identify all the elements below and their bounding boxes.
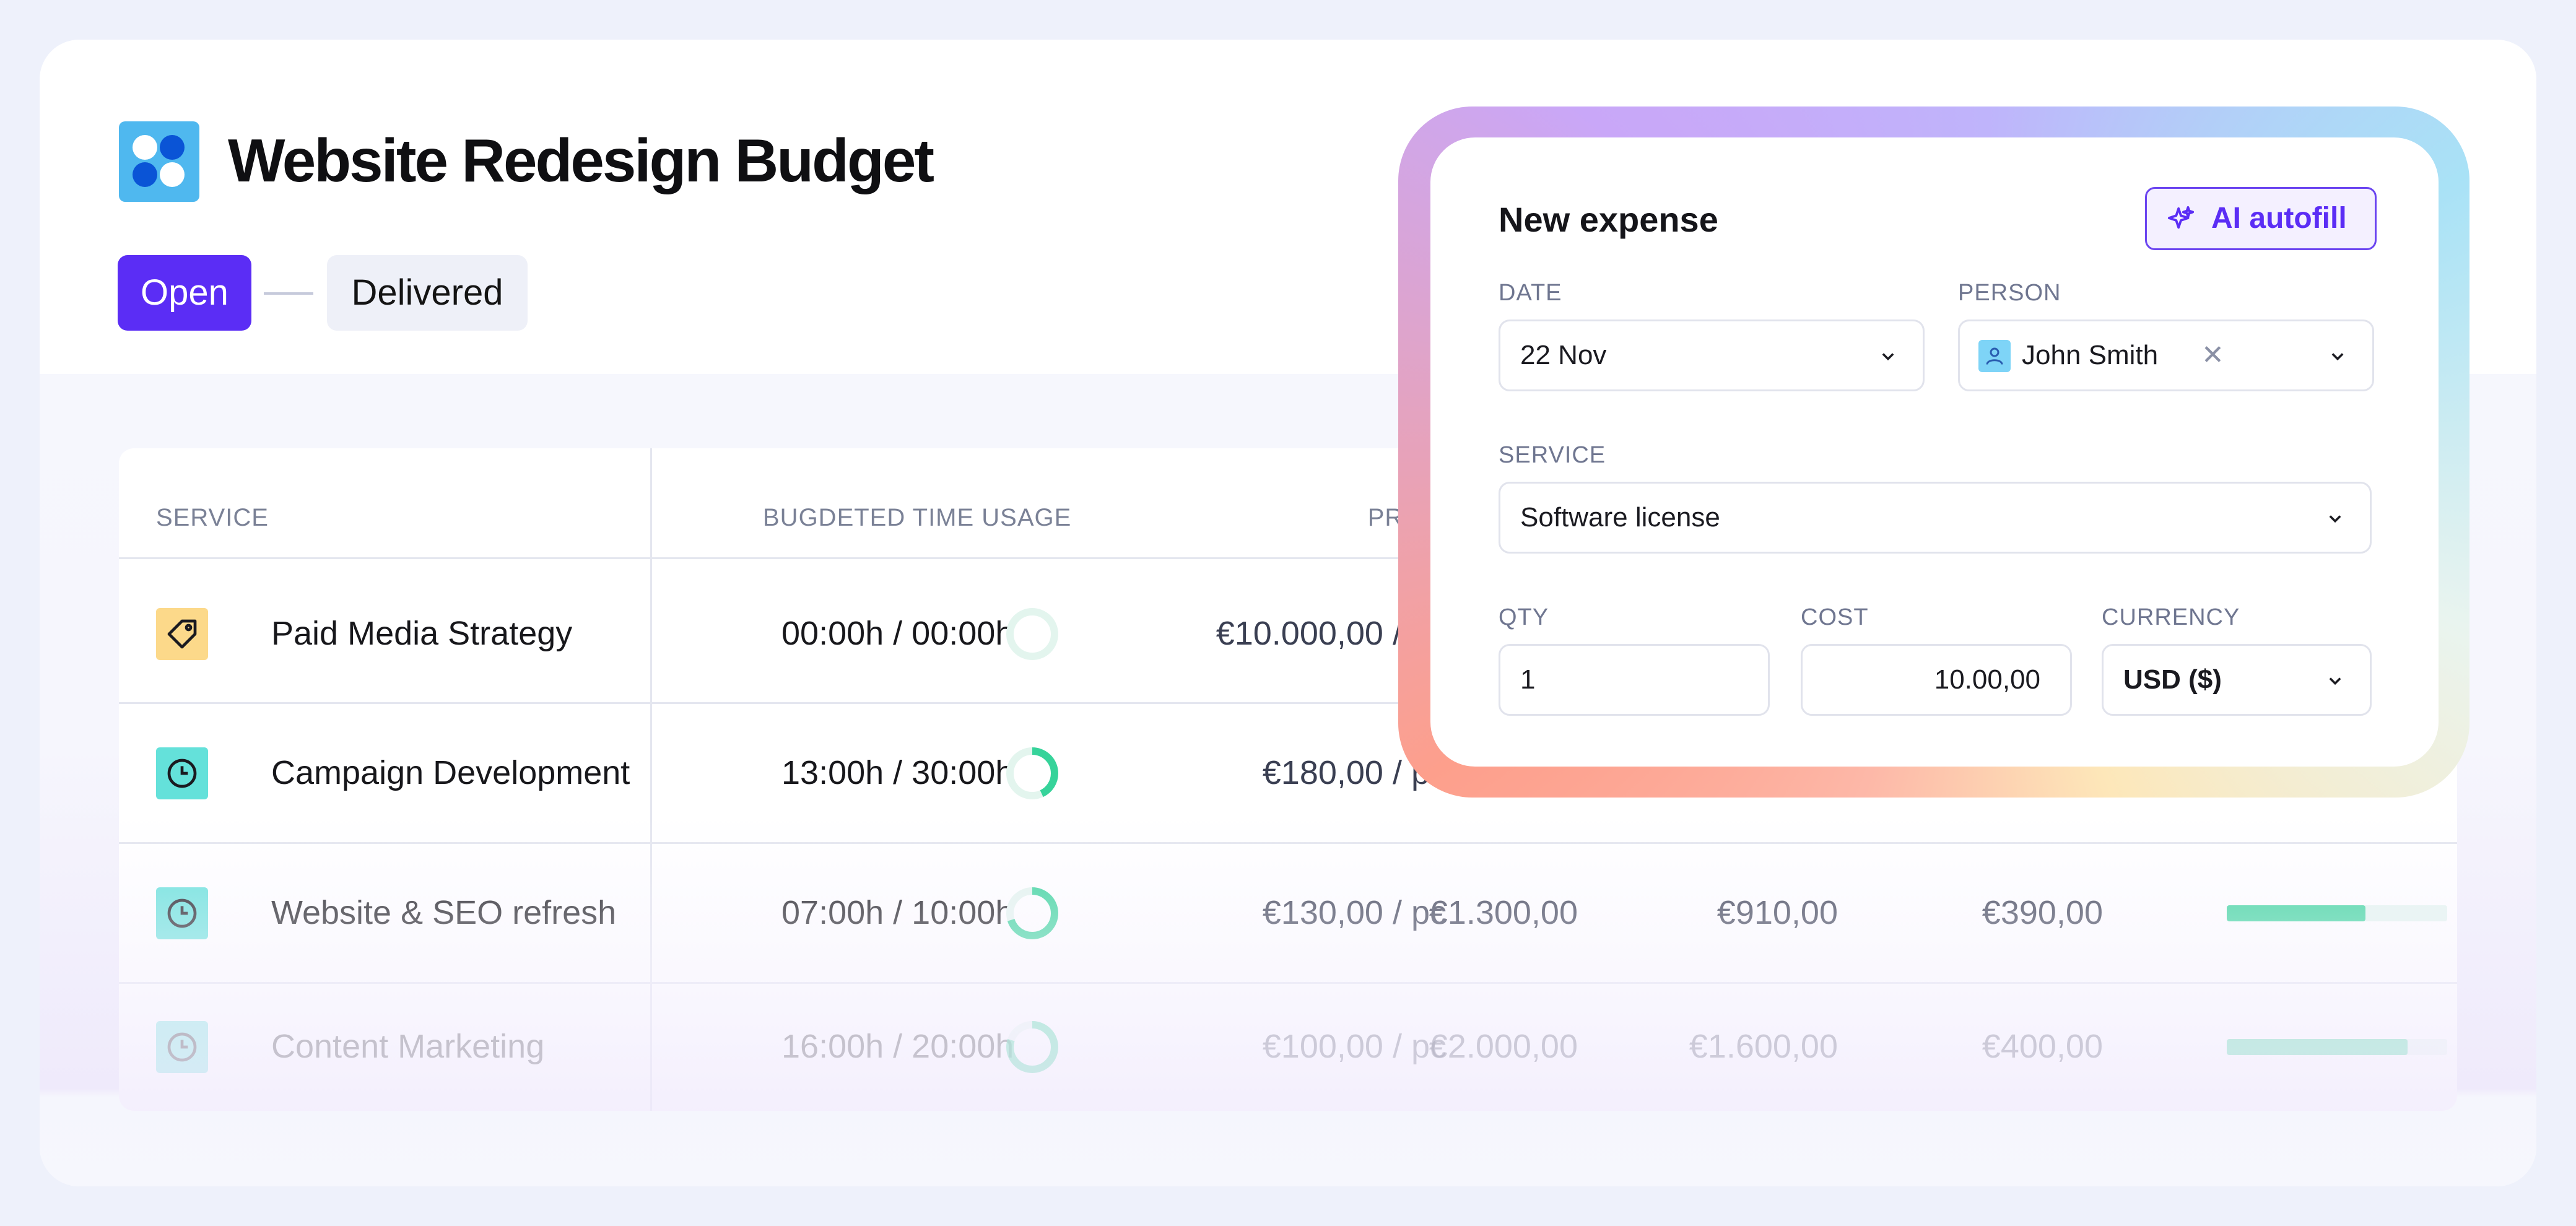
service-label: SERVICE <box>1499 442 1606 468</box>
modal-title: New expense <box>1499 200 1718 239</box>
divider <box>119 842 2457 844</box>
tag-icon <box>156 608 208 660</box>
table-row[interactable]: Website & SEO refresh 07:00h / 10:00h €130… <box>119 845 2457 982</box>
header-service: SERVICE <box>156 504 269 531</box>
date-select[interactable]: 22 Nov <box>1499 320 1925 391</box>
page-title: Website Redesign Budget <box>228 126 934 194</box>
status-connector <box>264 292 313 295</box>
service-name: Campaign Development <box>271 754 630 791</box>
usage-ring <box>1006 608 1058 660</box>
date-label: DATE <box>1499 280 1562 306</box>
spent-value: €1.600,00 <box>1689 1028 1838 1065</box>
remaining-value: €400,00 <box>1982 1028 2103 1065</box>
date-value: 22 Nov <box>1520 340 1607 370</box>
person-select[interactable]: John Smith ✕ <box>1958 320 2374 391</box>
service-name: Paid Media Strategy <box>271 615 573 652</box>
status-delivered-button[interactable]: Delivered <box>327 255 528 331</box>
service-select[interactable]: Software license <box>1499 482 2372 554</box>
remove-person-icon[interactable]: ✕ <box>2201 340 2224 370</box>
person-label: PERSON <box>1958 280 2061 306</box>
new-expense-modal: New expense AI autofill DATE 22 Nov PERS… <box>1430 137 2439 767</box>
total-value: €2.000,00 <box>1429 1028 1578 1065</box>
clock-icon <box>156 1021 208 1073</box>
clock-icon <box>156 747 208 799</box>
ai-autofill-label: AI autofill <box>2211 202 2347 235</box>
budget-progress-bar <box>2227 905 2447 921</box>
service-value: Software license <box>1520 502 1720 533</box>
time-usage: 00:00h / 00:00h <box>781 615 1014 652</box>
service-name: Content Marketing <box>271 1028 545 1065</box>
cost-value: 10.00,00 <box>1934 664 2040 695</box>
price-value: €100,00 / pc <box>1262 1028 1447 1065</box>
time-usage: 13:00h / 30:00h <box>781 754 1014 791</box>
chevron-down-icon <box>1882 353 1894 361</box>
qty-input[interactable]: 1 <box>1499 644 1770 716</box>
total-value: €1.300,00 <box>1429 894 1578 931</box>
sparkle-icon <box>2167 206 2195 229</box>
header-time-usage: BUGDETED TIME USAGE <box>763 504 1072 531</box>
cost-label: COST <box>1801 604 1869 630</box>
usage-ring <box>1006 887 1058 939</box>
remaining-value: €390,00 <box>1982 894 2103 931</box>
status-open-button[interactable]: Open <box>118 255 251 331</box>
qty-label: QTY <box>1499 604 1549 630</box>
qty-value: 1 <box>1520 664 1536 695</box>
time-usage: 16:00h / 20:00h <box>781 1028 1014 1065</box>
app-logo-icon <box>119 121 199 202</box>
person-avatar-icon <box>1978 340 2011 372</box>
ai-autofill-button[interactable]: AI autofill <box>2145 187 2377 250</box>
service-name: Website & SEO refresh <box>271 894 617 931</box>
chevron-down-icon <box>2329 515 2341 523</box>
chevron-down-icon <box>2331 353 2344 361</box>
time-usage: 07:00h / 10:00h <box>781 894 1014 931</box>
currency-select[interactable]: USD ($) <box>2102 644 2372 716</box>
usage-ring <box>1006 747 1058 799</box>
budget-progress-bar <box>2227 1039 2447 1055</box>
chevron-down-icon <box>2329 677 2341 685</box>
usage-ring <box>1006 1021 1058 1073</box>
table-row[interactable]: Content Marketing 16:00h / 20:00h €100,00 … <box>119 983 2457 1111</box>
price-value: €130,00 / pc <box>1262 894 1447 931</box>
spent-value: €910,00 <box>1717 894 1838 931</box>
clock-icon <box>156 887 208 939</box>
currency-label: CURRENCY <box>2102 604 2240 630</box>
cost-input[interactable]: 10.00,00 <box>1801 644 2072 716</box>
currency-value: USD ($) <box>2123 664 2222 695</box>
person-name: John Smith <box>2022 340 2159 370</box>
